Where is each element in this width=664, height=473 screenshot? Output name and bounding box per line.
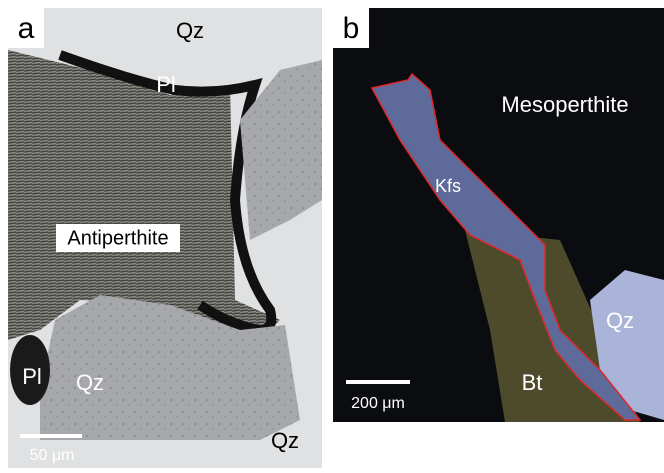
annotation: Bt bbox=[522, 370, 543, 395]
annotation: Pl bbox=[156, 72, 176, 97]
panel-b: b Mesoperthite Kfs Qz Bt 200 μm bbox=[333, 8, 664, 422]
panel-label: a bbox=[18, 12, 35, 45]
annotation: Mesoperthite bbox=[501, 92, 628, 117]
scale-bar-label: 50 μm bbox=[30, 447, 75, 464]
annotation: Qz bbox=[606, 308, 634, 333]
annotation: Antiperthite bbox=[67, 227, 168, 249]
annotation: Kfs bbox=[435, 176, 461, 196]
annotation: Qz bbox=[76, 370, 104, 395]
annotation: Pl bbox=[22, 364, 42, 389]
figure: a Qz Pl Antiperthite Pl Qz Qz 50 μm b Me… bbox=[0, 0, 664, 468]
scale-bar-label: 200 μm bbox=[351, 395, 405, 412]
annotation: Qz bbox=[176, 18, 204, 43]
panel-a: a Qz Pl Antiperthite Pl Qz Qz 50 μm bbox=[8, 8, 322, 468]
annotation: Qz bbox=[271, 428, 299, 453]
panel-label: b bbox=[343, 12, 360, 45]
